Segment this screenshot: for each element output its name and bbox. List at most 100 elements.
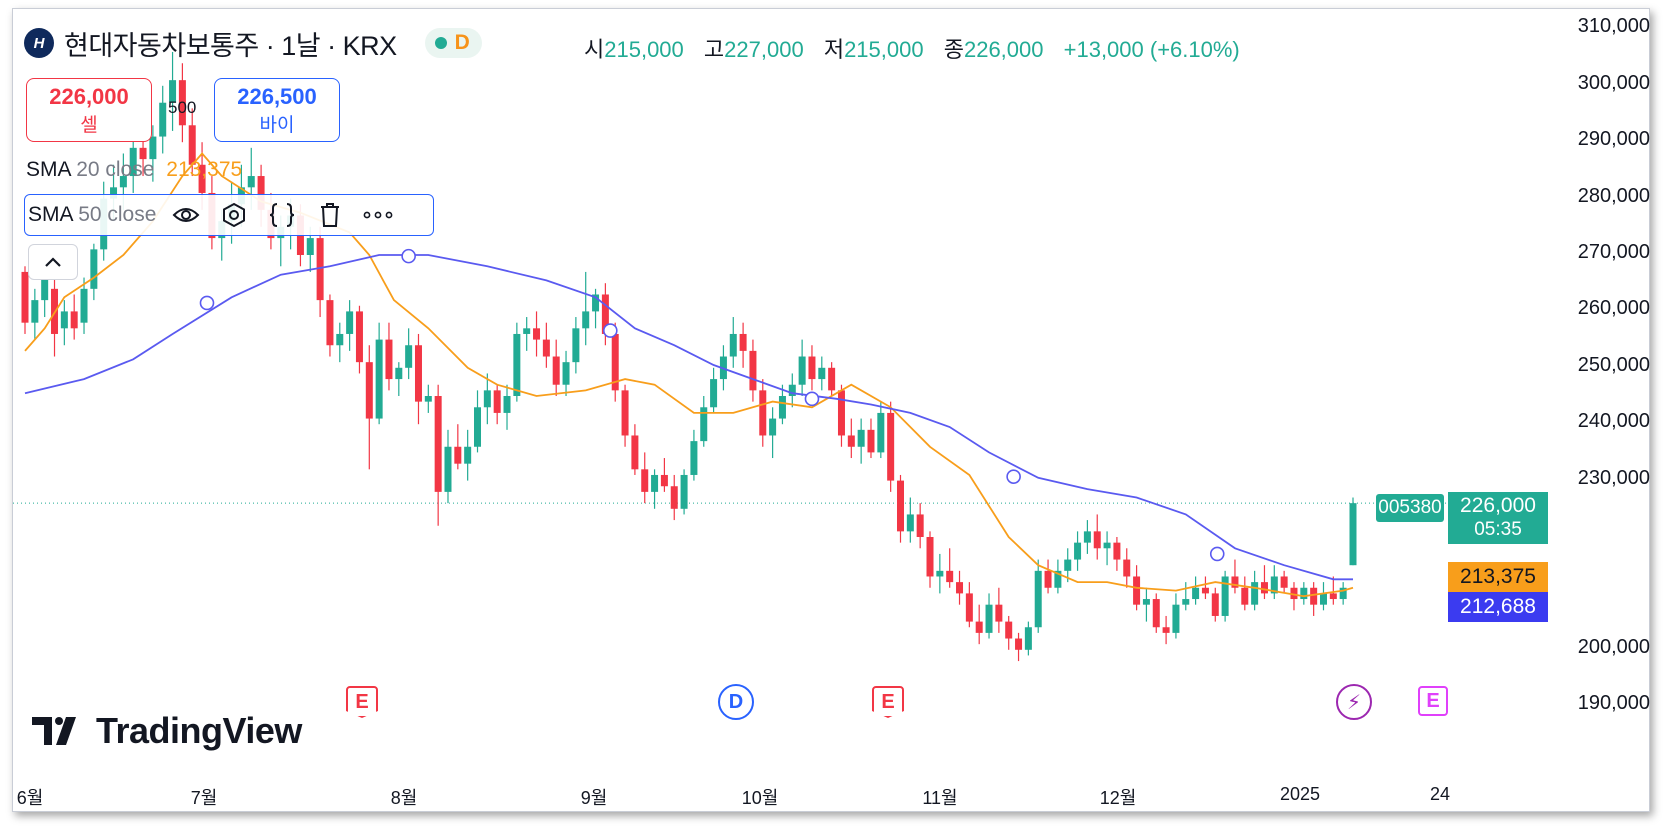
settings-icon[interactable] — [216, 197, 252, 233]
earnings-icon[interactable]: E — [346, 686, 378, 718]
collapse-legend-button[interactable] — [28, 244, 78, 280]
price-tick-label: 290,000 — [1577, 128, 1650, 151]
indicator-sma20[interactable]: SMA 20 close 213,375 — [26, 158, 242, 182]
symbol-header: H 현대자동차보통주 · 1날 · KRX D — [24, 26, 482, 61]
candle-body — [1211, 593, 1219, 616]
candle-body — [395, 367, 403, 380]
last-price-tag: 226,000 05:35 — [1448, 492, 1548, 544]
candle-body — [700, 407, 708, 442]
candle-body — [808, 356, 816, 380]
candle-body — [739, 333, 747, 351]
candle-body — [464, 446, 472, 464]
chart-canvas[interactable] — [13, 9, 1649, 811]
sma50-handle — [804, 391, 820, 407]
candle-body — [1310, 587, 1318, 605]
time-tick-label: 7월 — [190, 788, 218, 808]
high-label: 고 — [703, 37, 725, 62]
candle-body — [1093, 531, 1101, 549]
candle-body — [1349, 503, 1357, 566]
price-tick-label: 240,000 — [1577, 410, 1650, 433]
low-label: 저 — [823, 37, 845, 62]
candle-body — [336, 333, 344, 346]
time-tick-label: 11월 — [922, 788, 958, 808]
chevron-up-icon — [45, 257, 61, 267]
candle-body — [434, 396, 442, 492]
candle-body — [1123, 559, 1131, 577]
candle-body — [749, 350, 757, 391]
candle-body — [1201, 587, 1209, 594]
sma50-handle — [199, 295, 215, 311]
candle-body — [1074, 542, 1082, 560]
candle-body — [493, 390, 501, 413]
buy-button[interactable]: 226,500 바이 — [214, 78, 340, 142]
candle-body — [1034, 570, 1042, 628]
indicator-sma50[interactable]: SMA 50 close — [24, 194, 434, 236]
candle-body — [867, 429, 875, 453]
candle-body — [1241, 587, 1249, 605]
candle-body — [1064, 559, 1072, 571]
spread-value: 500 — [168, 98, 197, 117]
close-value: 226,000 — [963, 37, 1044, 62]
candle-body — [1103, 542, 1111, 549]
candle-body — [710, 379, 718, 408]
candle-body — [129, 147, 137, 177]
candle-body — [552, 356, 560, 385]
tradingview-logo: TradingView — [32, 710, 302, 752]
candle-body — [601, 294, 609, 334]
candle-body — [759, 390, 767, 436]
candle-body — [110, 187, 118, 199]
candle-body — [1270, 576, 1278, 594]
candle-body — [454, 446, 462, 464]
candle-body — [1024, 627, 1032, 650]
candle-body — [1113, 542, 1121, 560]
candle-body — [80, 288, 88, 323]
candle-body — [828, 367, 836, 391]
lightning-icon[interactable]: ⚡ — [1336, 684, 1372, 720]
indicator-name: SMA — [26, 158, 71, 181]
sma50-handle — [1209, 546, 1225, 562]
sma50-line — [24, 254, 1353, 581]
candle-body — [1260, 582, 1268, 594]
indicator-value: 213,375 — [166, 158, 243, 181]
candle-body — [503, 396, 511, 413]
candle-body — [1083, 531, 1091, 543]
candle-body — [582, 311, 590, 329]
candle-body — [1231, 576, 1239, 588]
candle-body — [316, 238, 324, 301]
dividend-icon[interactable]: D — [718, 684, 754, 720]
candle-body — [1221, 576, 1229, 616]
candle-body — [159, 102, 167, 137]
candle-body — [247, 176, 255, 188]
symbol-title[interactable]: 현대자동차보통주 · 1날 · KRX — [64, 30, 397, 61]
eye-icon[interactable] — [168, 197, 204, 233]
buy-label: 바이 — [259, 114, 295, 136]
candle-body — [1044, 570, 1052, 588]
candle-body — [533, 328, 541, 340]
indicator-name: SMA 50 close — [28, 203, 157, 226]
candle-body — [1319, 593, 1327, 605]
candle-body — [572, 328, 580, 363]
last-price: 226,000 — [1460, 494, 1536, 517]
market-status-pill[interactable]: D — [424, 28, 482, 58]
candle-body — [621, 390, 629, 436]
price-tick-label: 260,000 — [1577, 297, 1650, 320]
trash-icon[interactable] — [312, 197, 348, 233]
candle-body — [1290, 587, 1298, 600]
earnings-icon[interactable]: E — [1418, 686, 1448, 716]
price-tick-label: 230,000 — [1577, 466, 1650, 489]
chart-frame — [12, 8, 1650, 812]
price-tick-label: 300,000 — [1577, 71, 1650, 94]
earnings-icon[interactable]: E — [872, 686, 904, 718]
market-open-dot-icon — [434, 37, 447, 49]
candle-body — [483, 390, 491, 408]
more-icon[interactable] — [360, 197, 396, 233]
candle-body — [1280, 576, 1288, 588]
candle-body — [1054, 570, 1062, 588]
low-value: 215,000 — [844, 37, 924, 62]
candle-body — [1172, 604, 1180, 633]
sell-button[interactable]: 226,000 셀 — [26, 78, 152, 142]
candle-body — [680, 474, 688, 509]
candle-body — [1251, 582, 1259, 605]
candle-body — [660, 474, 668, 487]
source-code-icon[interactable] — [264, 197, 300, 233]
